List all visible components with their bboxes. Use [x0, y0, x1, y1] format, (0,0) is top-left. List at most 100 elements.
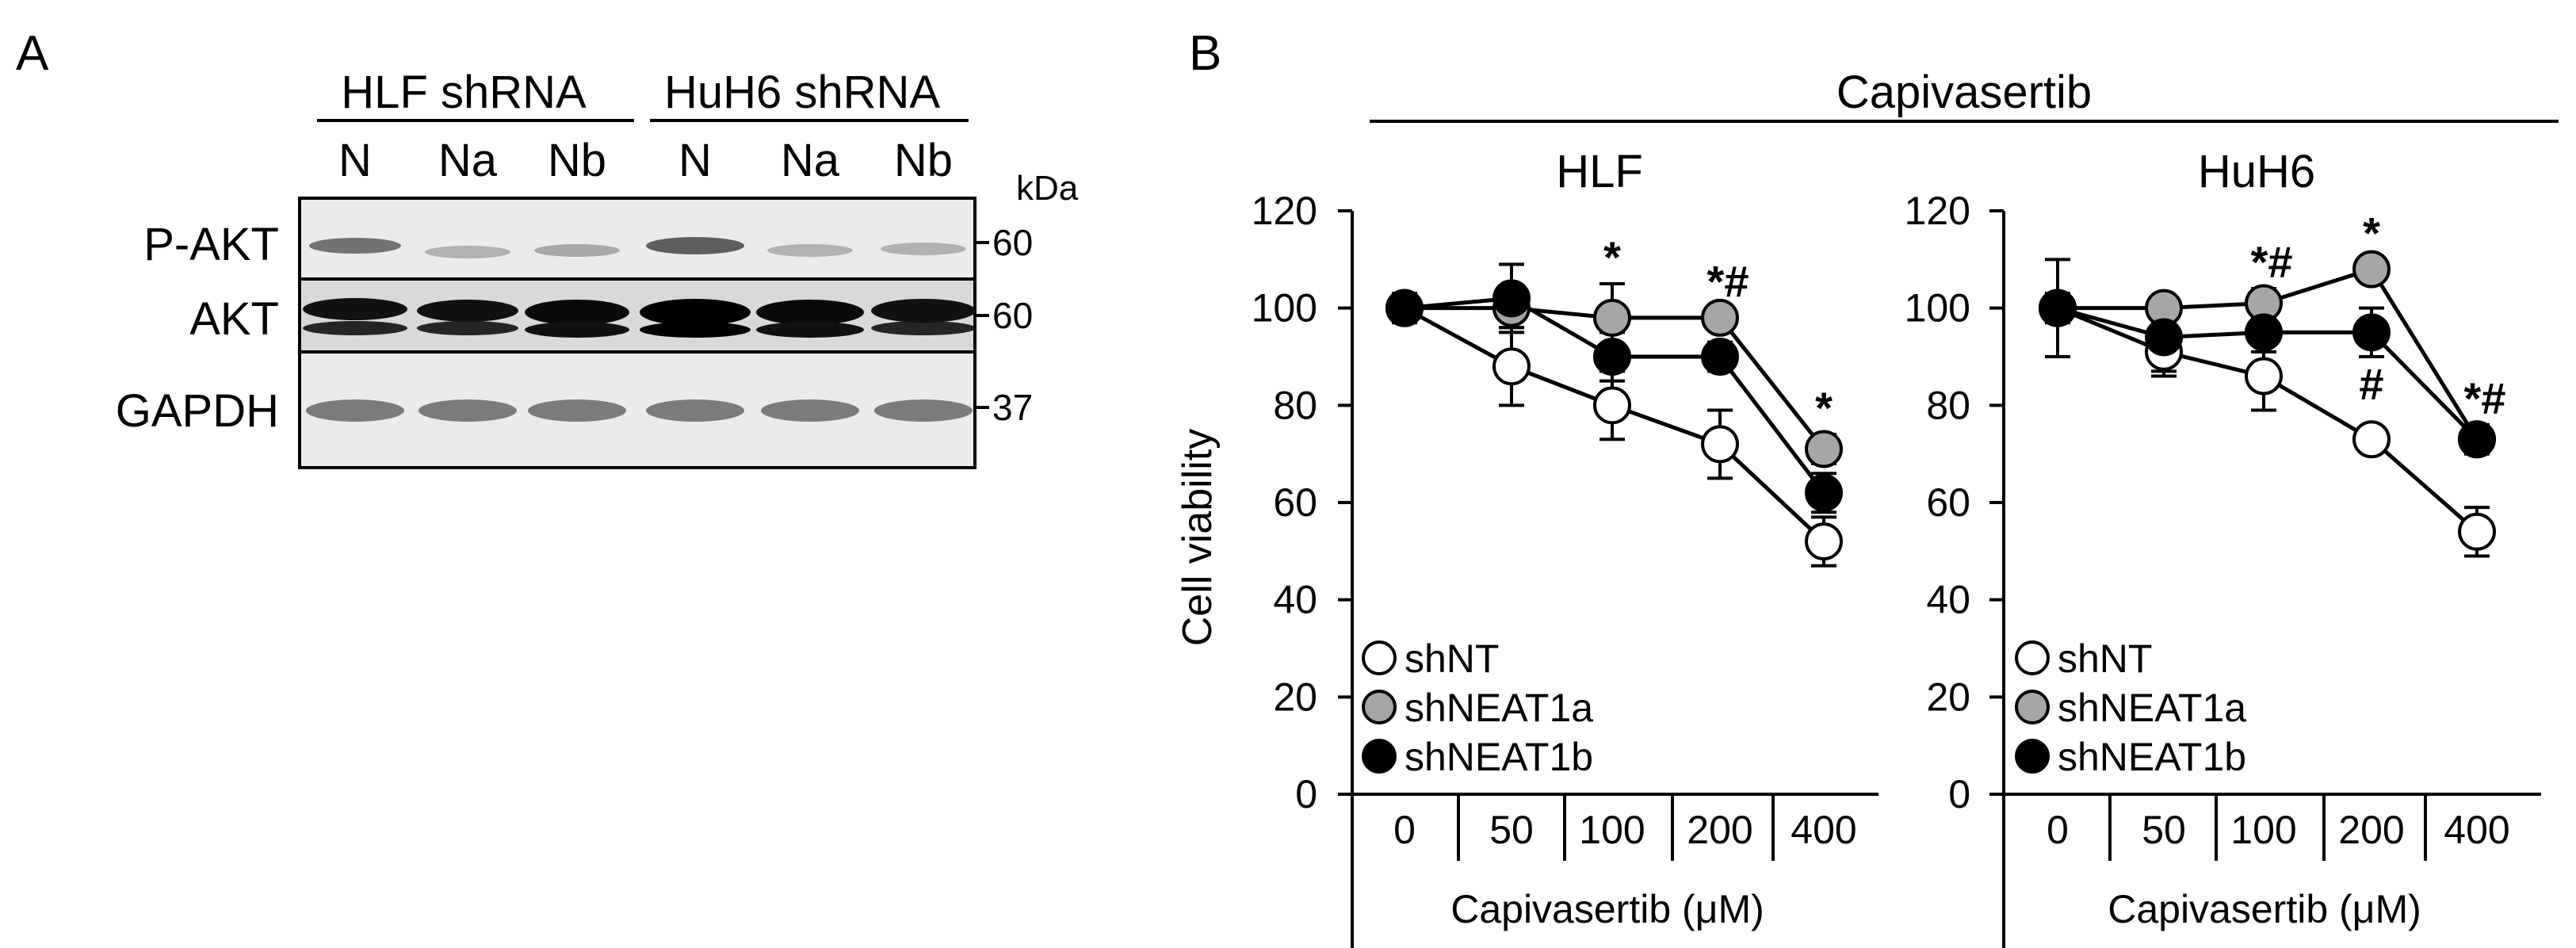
- data-point-shNT: [1492, 347, 1531, 386]
- chart-title: HLF: [1556, 146, 1643, 197]
- data-point-shNEAT1a: [2352, 250, 2391, 289]
- legend-marker-shNEAT1b: [2015, 739, 2050, 774]
- y-tick-label: 20: [1926, 675, 1970, 719]
- legend-marker-shNT: [2015, 640, 2050, 675]
- data-point-shNEAT1b: [2039, 289, 2077, 327]
- blot-band: [756, 322, 864, 338]
- legend-label: shNEAT1a: [2058, 686, 2246, 730]
- panel-b-label: B: [1189, 26, 1221, 81]
- bands-p-akt: [309, 237, 966, 258]
- bands-gapdh: [306, 399, 973, 422]
- panel-b: B Capivasertib Cell viability HLF 0 20 40 60…: [1175, 26, 2559, 948]
- panel-a: A HLF shRNA HuH6 shRNA N Na Nb N Na Nb k…: [16, 26, 1079, 469]
- chart-huh6: HuH6 0 20 40 60 80 100 120 0 50 100 200 400 Capivaser…: [1905, 146, 2541, 948]
- chart-title: HuH6: [2198, 146, 2315, 197]
- y-tick-label: 80: [1926, 383, 1970, 427]
- data-point-shNEAT1b: [1805, 473, 1843, 512]
- panel-a-label: A: [16, 26, 49, 81]
- legend-marker-shNEAT1a: [1362, 690, 1397, 724]
- data-point-shNT: [1593, 386, 1631, 425]
- significance-mark: #: [2359, 359, 2383, 409]
- blot-band: [417, 321, 518, 335]
- legend-label: shNEAT1b: [2058, 735, 2246, 779]
- significance-mark: *#: [1707, 257, 1749, 307]
- blot-band: [761, 399, 859, 422]
- x-tick-label: 200: [1687, 808, 1752, 852]
- blot-panel-p-akt: [298, 197, 977, 281]
- x-tick-label: 0: [1393, 808, 1416, 852]
- blot-group-label-hlf: HLF shRNA: [341, 67, 587, 118]
- blot-band: [306, 399, 404, 422]
- blot-band: [534, 244, 620, 257]
- blot-band: [640, 299, 751, 326]
- legend-label: shNEAT1a: [1405, 686, 1593, 730]
- marker-label: 60: [992, 222, 1033, 263]
- x-axis-title: Capivasertib (μM): [1450, 887, 1764, 931]
- legend-label: shNT: [1405, 636, 1499, 681]
- blot-group-label-huh6: HuH6 shRNA: [664, 67, 940, 118]
- x-axis-title: Capivasertib (μM): [2108, 887, 2421, 931]
- blot-row-label-akt: AKT: [189, 293, 279, 345]
- significance-mark: *#: [2251, 237, 2293, 287]
- blot-band: [871, 321, 976, 335]
- y-tick-label: 80: [1273, 383, 1317, 427]
- blot-band: [525, 300, 629, 325]
- data-point-shNEAT1b: [1385, 289, 1424, 327]
- y-axis-title: Cell viability: [1175, 429, 1221, 647]
- y-tick-label: 120: [1905, 189, 1970, 233]
- data-point-shNEAT1b: [1701, 338, 1739, 376]
- data-point-shNEAT1a: [1805, 430, 1843, 468]
- x-tick-label: 400: [1791, 808, 1856, 852]
- x-tick-label: 0: [2047, 808, 2069, 852]
- y-tick-label: 100: [1252, 286, 1317, 331]
- blot-band: [756, 300, 864, 325]
- blot-band: [646, 399, 744, 422]
- blot-band: [640, 322, 751, 338]
- legend-marker-shNEAT1b: [1362, 739, 1397, 774]
- bands-akt: [303, 298, 976, 338]
- data-point-shNEAT1b: [1492, 279, 1531, 318]
- blot-band: [874, 399, 973, 422]
- blot-band: [528, 399, 626, 422]
- data-point-shNEAT1a: [1593, 298, 1631, 337]
- significance-mark: *: [2363, 208, 2380, 258]
- x-tick-label: 400: [2444, 808, 2509, 852]
- blot-lane-label: N: [678, 135, 712, 186]
- x-tick-label: 50: [2142, 808, 2186, 852]
- blot-band: [303, 298, 407, 320]
- y-tick-label: 0: [1948, 772, 1970, 816]
- data-point-shNT: [1805, 522, 1843, 561]
- x-tick-label: 100: [1579, 808, 1645, 852]
- blot-lane-label: Na: [781, 135, 840, 186]
- data-point-shNT: [1701, 425, 1739, 464]
- x-tick-label: 50: [1489, 808, 1534, 852]
- y-tick-label: 60: [1926, 480, 1970, 525]
- y-tick-label: 60: [1273, 480, 1317, 525]
- data-point-shNT: [2245, 357, 2283, 396]
- significance-mark: *#: [2464, 373, 2506, 423]
- marker-label: 37: [992, 387, 1033, 428]
- data-point-shNEAT1b: [2352, 313, 2391, 352]
- blot-band: [417, 300, 518, 322]
- blot-band: [525, 322, 629, 338]
- blot-row-label-p-akt: P-AKT: [143, 219, 279, 270]
- blot-band: [309, 238, 401, 254]
- data-point-shNEAT1b: [1593, 338, 1631, 376]
- blot-lane-label: Nb: [894, 135, 953, 186]
- data-point-shNT: [2352, 420, 2391, 459]
- y-tick-label: 120: [1252, 189, 1317, 233]
- data-point-shNT: [2458, 512, 2496, 551]
- blot-band: [303, 321, 407, 335]
- blot-lane-label: Nb: [548, 135, 606, 186]
- blot-band: [646, 237, 744, 254]
- blot-band: [871, 299, 976, 323]
- blot-lane-label: Na: [438, 135, 498, 186]
- blot-panel-gapdh: [298, 350, 977, 469]
- data-point-shNEAT1b: [2458, 420, 2496, 459]
- blot-band: [425, 246, 510, 258]
- chart-hlf: HLF 0 20 40 60 80 100 120 0 50 100 200 400 Capivasert…: [1252, 146, 1878, 948]
- blot-row-label-gapdh: GAPDH: [116, 385, 279, 437]
- y-tick-label: 20: [1273, 675, 1317, 719]
- legend-marker-shNT: [1362, 640, 1397, 675]
